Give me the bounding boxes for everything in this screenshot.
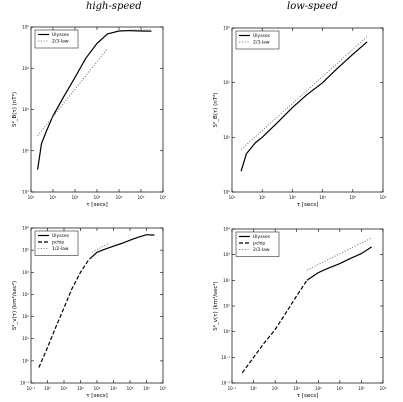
y-tick-label: 10⁵ — [22, 248, 29, 253]
y-tick-label: 10⁻¹ — [221, 355, 230, 360]
series-line-2-3-law — [306, 237, 372, 271]
y-tick-label: 10¹ — [223, 135, 230, 140]
x-tick-label: 10³ — [94, 386, 101, 391]
x-axis-label: τ [secs] — [86, 393, 108, 399]
y-tick-label: 10³ — [22, 107, 29, 112]
y-tick-label: 10⁻² — [221, 381, 230, 386]
x-tick-label: 10³ — [315, 386, 322, 391]
y-tick-label: 10³ — [22, 292, 29, 297]
y-tick-label: 10⁰ — [22, 358, 29, 363]
x-axis-label: τ [secs] — [297, 393, 319, 399]
y-tick-label: 10⁰ — [223, 190, 230, 195]
legend-label: 2/3-law — [253, 40, 270, 46]
legend-label: Ulysses — [52, 233, 70, 239]
x-tick-label: 10⁵ — [358, 386, 365, 391]
x-tick-label: 10⁴ — [110, 386, 117, 391]
y-tick-label: 10⁵ — [22, 25, 29, 30]
x-tick-label: 10⁴ — [319, 195, 326, 200]
x-tick-label: 10³ — [289, 195, 296, 200]
y-tick-label: 10² — [22, 314, 29, 319]
y-tick-label: 10⁰ — [223, 329, 230, 334]
x-axis-label: τ [secs] — [297, 202, 319, 208]
legend-label: pchip — [52, 240, 64, 246]
x-tick-label: 10¹ — [272, 386, 279, 391]
series-line-ulysses — [306, 246, 373, 281]
y-tick-label: 10³ — [223, 252, 230, 257]
legend-label: 2/3-law — [253, 247, 270, 253]
y-tick-label: 10⁴ — [223, 227, 230, 232]
y-tick-label: 10³ — [223, 26, 230, 31]
x-tick-label: 10² — [259, 195, 266, 200]
x-tick-label: 10⁴ — [337, 386, 344, 391]
y-tick-label: 10² — [223, 80, 230, 85]
series-line-2-3-law — [37, 48, 108, 137]
x-tick-label: 10³ — [72, 195, 79, 200]
y-tick-label: 10² — [223, 278, 230, 283]
x-tick-label: 10⁰ — [44, 386, 51, 391]
plot-frame — [30, 26, 164, 193]
series-line-ulysses — [91, 234, 155, 258]
y-axis-label: S²_v(τ) (km²/sec²) — [212, 281, 219, 330]
x-tick-label: 10⁶ — [380, 386, 387, 391]
x-tick-label: 10² — [293, 386, 300, 391]
series-line-ulysses — [240, 41, 368, 172]
y-tick-label: 10¹ — [223, 304, 230, 309]
y-axis-label: S²_B(τ) (nT²) — [11, 92, 18, 127]
legend-label: 2/3-law — [52, 39, 69, 45]
x-tick-label: 10⁰ — [250, 386, 257, 391]
legend-label: Ulysses — [52, 32, 70, 38]
series-line-ulysses — [37, 29, 152, 170]
y-tick-label: 10⁴ — [22, 66, 29, 71]
x-tick-label: 10² — [77, 386, 84, 391]
y-tick-label: 10¹ — [22, 190, 29, 195]
legend-label: Ulysses — [253, 234, 271, 240]
series-line-1-2-law — [91, 243, 109, 253]
series-line-pchip — [38, 256, 93, 368]
x-tick-label: 10¹ — [229, 195, 236, 200]
x-tick-label: 10⁵ — [349, 195, 356, 200]
x-tick-label: 10⁵ — [116, 195, 123, 200]
x-tick-label: 10⁻¹ — [27, 386, 36, 391]
x-tick-label: 10⁴ — [94, 195, 101, 200]
y-axis-label: S²_B(τ) (nT²) — [212, 93, 219, 128]
x-tick-label: 10¹ — [61, 386, 68, 391]
x-tick-label: 10⁶ — [138, 195, 145, 200]
legend-label: Ulysses — [253, 33, 271, 39]
x-tick-label: 10⁶ — [143, 386, 150, 391]
x-tick-label: 10² — [50, 195, 57, 200]
right-column-title: low-speed — [287, 1, 338, 12]
x-tick-label: 10⁶ — [380, 195, 387, 200]
y-tick-label: 10⁶ — [22, 226, 29, 231]
x-tick-label: 10¹ — [28, 195, 35, 200]
panel-bottom-right: 10⁻¹ 10⁰ 10¹ 10² 10³ 10⁴ 10⁵ 10⁶10⁻²10⁻¹10⁰10¹1… — [212, 227, 387, 400]
x-tick-label: 10⁷ — [160, 386, 167, 391]
series-line-2-3-law — [240, 36, 368, 150]
panel-bottom-left: 10⁻¹ 10⁰ 10¹ 10² 10³ 10⁴ 10⁵ 10⁶ 10⁷ 10⁻¹ 10⁰ 10¹ 10… — [11, 226, 167, 400]
y-tick-label: 10² — [22, 148, 29, 153]
y-tick-label: 10⁴ — [22, 270, 29, 275]
y-tick-label: 10¹ — [22, 336, 29, 341]
x-axis-label: τ [secs] — [86, 202, 108, 208]
panel-top-left: 10¹ 10² 10³ 10⁴ 10⁵ 10⁶ 10⁷ 10¹ 10² 10³ 10⁴ 10⁵ τ [s… — [11, 25, 167, 209]
legend-label: 1/2-law — [52, 246, 69, 252]
x-tick-label: 10⁷ — [160, 195, 167, 200]
left-column-title: high-speed — [86, 1, 142, 12]
x-tick-label: 10⁵ — [127, 386, 134, 391]
legend-label: pchip — [253, 241, 265, 247]
y-tick-label: 10⁻¹ — [20, 381, 29, 386]
plot-frame — [231, 27, 384, 193]
y-axis-label: S²_v(τ) (km²/sec²) — [11, 281, 18, 330]
series-line-pchip — [241, 279, 308, 374]
x-tick-label: 10⁻¹ — [228, 386, 237, 391]
